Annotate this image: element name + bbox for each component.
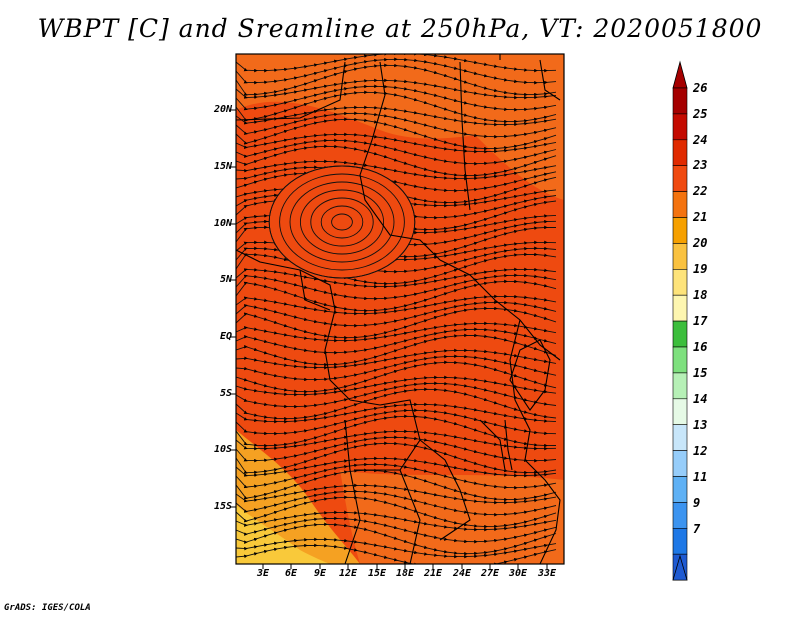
vortex-line [320, 205, 364, 239]
colorbar-label-14: 14 [693, 392, 708, 406]
colorbar-swatch [672, 191, 688, 218]
lat-label-15n: 15N [213, 161, 232, 172]
vortex-line [299, 189, 385, 255]
vortex-line [279, 173, 405, 271]
colorbar-label-20: 20 [693, 236, 708, 250]
streamlines [236, 54, 557, 564]
lat-label-5s: 5S [219, 388, 232, 399]
colorbar-label-16: 16 [693, 340, 708, 354]
border-great-lakes [509, 319, 531, 461]
lat-label-10n: 10N [213, 218, 232, 229]
lon-label-12e: 12E [338, 568, 358, 579]
border-gulf-coast [236, 249, 351, 401]
colorbar-swatch [672, 320, 688, 348]
colorbar-label-15: 15 [693, 366, 708, 380]
border-sudan-west [459, 61, 471, 211]
lon-label-3e: 3E [256, 568, 270, 579]
border-red-sea [539, 59, 561, 101]
colorbar-label-21: 21 [693, 210, 708, 224]
lat-label-20n: 20N [213, 104, 232, 115]
colorbar-bottom-arrow [672, 554, 688, 581]
axis-ticks [231, 109, 548, 569]
colorbar-label-17: 17 [693, 314, 708, 328]
vortex-line [289, 181, 395, 263]
colorbar-swatch [672, 87, 688, 115]
chart-title: WBPT [C] and Sreamline at 250hPa, VT: 20… [37, 14, 763, 43]
colorbar-label-25: 25 [693, 107, 708, 121]
colorbar-swatch [672, 139, 688, 167]
lon-label-27e: 27E [480, 568, 500, 579]
colorbar-label-18: 18 [693, 288, 708, 302]
border-angola [349, 399, 421, 471]
field-south-orange [340, 470, 564, 564]
lon-label-30e: 30E [508, 568, 528, 579]
lat-label-10s: 10S [213, 444, 232, 455]
colorbar-label-7: 7 [693, 522, 701, 536]
colorbar-swatch [672, 165, 688, 192]
colorbar-swatch [672, 450, 688, 477]
colorbar-label-22: 22 [693, 184, 708, 198]
colorbar-swatch [672, 502, 688, 529]
colorbar-label-26: 26 [693, 81, 708, 95]
colorbar-swatch [672, 372, 688, 400]
colorbar-swatch [672, 294, 688, 322]
lon-label-21e: 21E [423, 568, 443, 579]
streamline [236, 543, 557, 564]
country-borders [236, 54, 561, 564]
vortex-line [310, 197, 374, 247]
vortex-line [331, 213, 353, 231]
border-zambia [419, 439, 471, 541]
lon-label-18e: 18E [395, 568, 415, 579]
border-tanzania [479, 419, 506, 471]
colorbar-label-12: 12 [693, 444, 708, 458]
colorbar-swatch [672, 346, 688, 374]
colorbar-swatch [672, 268, 688, 296]
lake-victoria [509, 339, 551, 411]
lon-label-24e: 24E [452, 568, 472, 579]
colorbar-swatch [672, 243, 688, 270]
border-namibia [344, 419, 361, 564]
border-chad [359, 61, 441, 261]
border-sahel [236, 61, 346, 121]
colorbar-label-19: 19 [693, 262, 708, 276]
colorbar-label-23: 23 [693, 158, 708, 172]
lon-label-6e: 6E [284, 568, 298, 579]
colorbar-label-11: 11 [693, 470, 708, 484]
colorbar-swatch [672, 113, 688, 141]
lon-label-9e: 9E [313, 568, 327, 579]
colorbar-label-13: 13 [693, 418, 708, 432]
lat-label-15s: 15S [213, 501, 232, 512]
vortex-line [268, 165, 416, 279]
colorbar [672, 60, 688, 581]
colorbar-label-9: 9 [693, 496, 701, 510]
lake-tanganyika [504, 419, 513, 471]
grads-credit: GrADS: IGES/COLA [4, 603, 91, 613]
map-frame [235, 53, 565, 565]
colorbar-swatch [672, 217, 688, 244]
border-mozambique [524, 459, 561, 564]
colorbar-swatch [672, 398, 688, 425]
border-cameroon [299, 269, 331, 311]
lon-label-15e: 15E [367, 568, 387, 579]
lon-label-33e: 33E [537, 568, 557, 579]
colorbar-top-arrow [672, 60, 688, 89]
vortex-ring [268, 165, 416, 279]
border-botswana [399, 469, 421, 564]
lat-label-5n: 5N [219, 274, 232, 285]
colorbar-swatch [672, 424, 688, 451]
colorbar-label-24: 24 [693, 133, 708, 147]
colorbar-swatch [672, 527, 688, 555]
lat-label-eq: EQ [219, 331, 232, 342]
colorbar-swatch [672, 476, 688, 503]
